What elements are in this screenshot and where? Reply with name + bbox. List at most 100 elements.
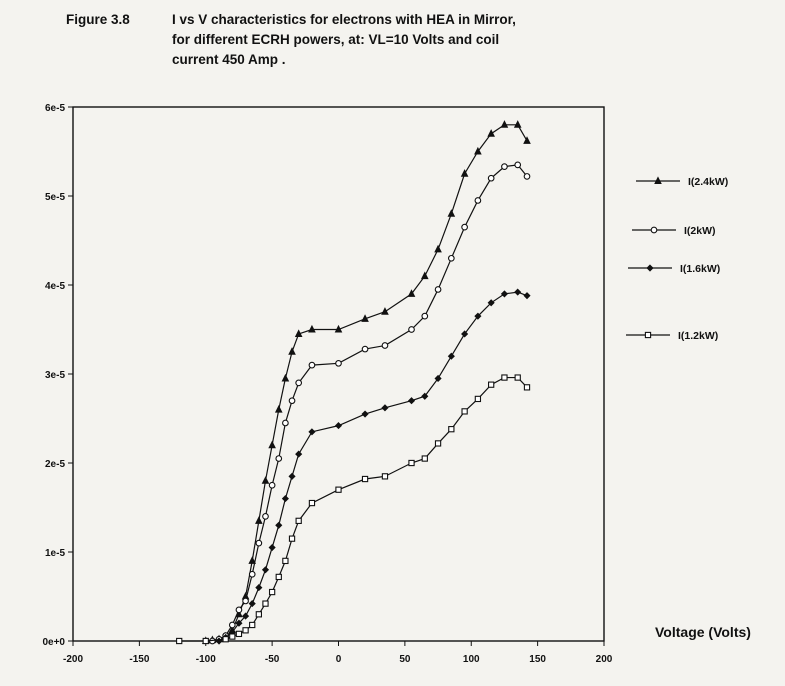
data-point-i-1-2kw <box>255 611 262 618</box>
x-tick-label: 50 <box>399 654 411 665</box>
data-point-i-2-4kw <box>523 136 531 144</box>
x-tick-label: -50 <box>265 654 280 665</box>
data-point-i-2kw <box>255 539 263 547</box>
data-point-i-1-2kw <box>249 621 256 629</box>
data-point-i-2kw <box>335 359 342 367</box>
x-tick-label: 100 <box>463 654 480 665</box>
data-point-i-2-4kw <box>487 129 495 137</box>
data-point-i-2kw <box>461 223 468 231</box>
data-point-i-1-2kw <box>202 637 209 645</box>
data-point-i-2kw <box>262 513 269 520</box>
data-point-i-2-4kw <box>255 516 263 524</box>
data-point-i-2kw <box>288 397 296 405</box>
data-point-i-1-6kw <box>295 450 303 458</box>
data-point-i-1-6kw <box>255 584 263 592</box>
data-point-i-2kw <box>514 161 522 169</box>
data-point-i-2-4kw <box>281 373 290 382</box>
data-point-i-2-4kw <box>447 209 456 217</box>
data-point-i-2kw <box>408 326 415 333</box>
data-point-i-1-6kw <box>514 288 522 296</box>
data-point-i-1-2kw <box>308 499 316 507</box>
data-point-i-2kw <box>242 597 249 605</box>
data-point-i-2-4kw <box>261 476 270 484</box>
data-point-i-1-2kw <box>288 535 296 542</box>
data-point-i-1-6kw <box>281 495 289 503</box>
y-tick-label: 5e-5 <box>45 192 65 203</box>
data-point-i-1-6kw <box>407 397 416 405</box>
data-point-i-1-6kw <box>487 299 495 307</box>
data-point-i-2-4kw <box>361 314 369 322</box>
data-point-i-1-2kw <box>222 636 229 643</box>
caption-line-1: I vs V characteristics for electrons wit… <box>172 12 516 27</box>
series-line-i-2kw <box>212 164 528 642</box>
data-point-i-1-2kw <box>335 486 342 493</box>
data-point-i-2kw <box>421 312 429 320</box>
legend-marker-i-2kw <box>650 226 658 234</box>
data-point-i-2-4kw <box>513 120 522 128</box>
y-tick-label: 4e-5 <box>45 281 65 292</box>
y-tick-label: 1e-5 <box>45 548 65 559</box>
data-point-i-1-2kw <box>514 374 521 381</box>
y-tick-label: 6e-5 <box>45 103 65 114</box>
data-point-i-1-2kw <box>434 440 442 447</box>
data-point-i-1-2kw <box>229 633 236 640</box>
data-point-i-1-2kw <box>176 637 183 645</box>
data-point-i-1-6kw <box>500 290 509 298</box>
data-point-i-1-6kw <box>361 410 369 418</box>
data-point-i-1-6kw <box>421 392 429 400</box>
data-point-i-1-2kw <box>282 557 289 565</box>
data-point-i-1-2kw <box>448 426 455 433</box>
legend-marker-i-1-2kw <box>644 331 652 339</box>
data-point-i-2-4kw <box>420 271 429 280</box>
data-point-i-2kw <box>501 163 508 170</box>
legend-marker-i-1-6kw <box>646 264 654 272</box>
caption-text: I vs V characteristics for electrons wit… <box>172 10 672 70</box>
data-point-i-1-2kw <box>381 473 389 480</box>
data-point-i-2kw <box>308 361 316 369</box>
data-point-i-2kw <box>474 197 482 204</box>
data-point-i-1-2kw <box>268 588 276 596</box>
legend-label-i-1-6kw: I(1.6kW) <box>680 263 720 275</box>
data-point-i-2-4kw <box>268 440 276 449</box>
data-point-i-1-2kw <box>523 384 531 391</box>
data-point-i-1-6kw <box>288 472 296 480</box>
data-point-i-1-6kw <box>461 330 469 338</box>
data-point-i-2kw <box>361 345 369 353</box>
data-point-i-2-4kw <box>407 289 416 297</box>
data-point-i-1-6kw <box>523 292 531 300</box>
data-point-i-2-4kw <box>381 307 389 315</box>
data-point-i-1-6kw <box>268 543 276 552</box>
data-point-i-2-4kw <box>474 146 482 155</box>
data-point-i-1-6kw <box>248 600 256 608</box>
data-point-i-2kw <box>381 342 389 349</box>
data-point-i-2kw <box>268 481 276 489</box>
data-point-i-2-4kw <box>500 120 509 128</box>
data-point-i-2-4kw <box>294 329 303 337</box>
data-point-i-1-6kw <box>447 352 455 360</box>
data-point-i-1-6kw <box>235 619 243 627</box>
data-point-i-2-4kw <box>248 556 257 564</box>
data-point-i-1-2kw <box>361 475 369 483</box>
data-point-i-1-2kw <box>235 630 243 638</box>
series-line-i-1-6kw <box>218 291 528 642</box>
data-point-i-2-4kw <box>434 244 442 253</box>
caption-line-3: current 450 Amp . <box>172 52 286 67</box>
data-point-i-2kw <box>282 419 289 427</box>
data-point-i-1-2kw <box>295 517 302 524</box>
data-point-i-2-4kw <box>308 324 316 333</box>
data-point-i-2-4kw <box>334 324 343 333</box>
figure-number: Figure 3.8 <box>66 12 130 27</box>
legend-label-i-2kw: I(2kW) <box>684 225 716 237</box>
data-point-i-1-2kw <box>408 459 415 467</box>
y-tick-label: 0e+0 <box>42 637 65 648</box>
caption-line-2: for different ECRH powers, at: VL=10 Vol… <box>172 32 500 47</box>
data-point-i-2kw <box>447 254 455 262</box>
data-point-i-2kw <box>228 621 236 629</box>
legend-label-i-2-4kw: I(2.4kW) <box>688 176 728 188</box>
legend-marker-i-2-4kw <box>654 176 662 184</box>
data-point-i-2kw <box>235 606 243 614</box>
data-point-i-2kw <box>523 173 531 180</box>
x-tick-label: -150 <box>129 654 149 665</box>
data-point-i-2kw <box>248 570 256 578</box>
plot-frame <box>72 106 605 642</box>
